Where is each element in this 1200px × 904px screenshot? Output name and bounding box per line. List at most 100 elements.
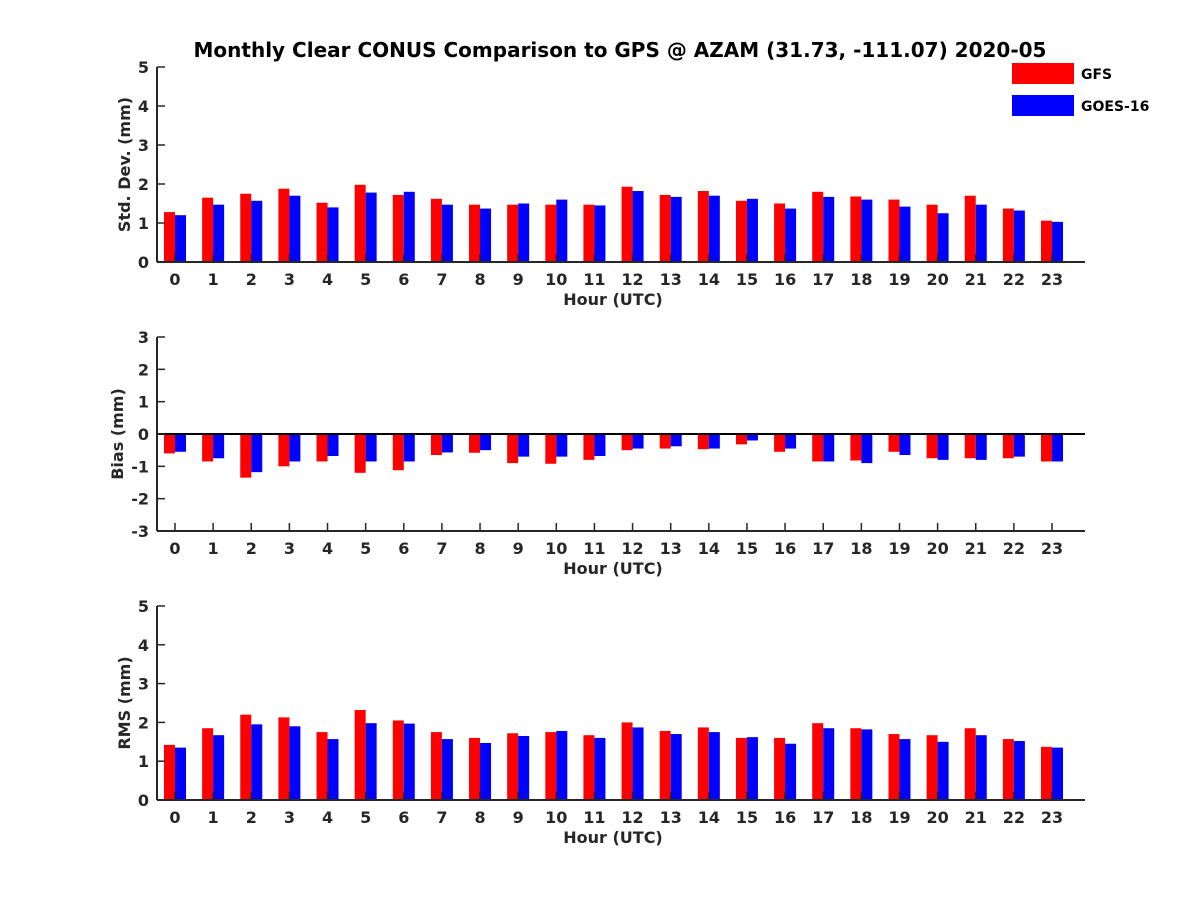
x-tick-label: 2 — [246, 808, 257, 827]
bar-goes-16-hour-18 — [861, 434, 873, 464]
bar-gfs-hour-4 — [316, 202, 328, 262]
bar-goes-16-hour-14 — [708, 732, 720, 800]
bar-goes-16-hour-8 — [480, 208, 492, 262]
x-tick-label: 19 — [888, 808, 910, 827]
bar-gfs-hour-15 — [735, 200, 747, 262]
bar-gfs-hour-12 — [621, 186, 633, 262]
x-tick-label: 4 — [322, 539, 333, 558]
x-tick-label: 9 — [513, 539, 524, 558]
x-tick-label: 5 — [360, 270, 371, 289]
bar-goes-16-hour-21 — [975, 434, 987, 460]
bar-gfs-hour-4 — [316, 434, 328, 462]
x-tick-label: 7 — [436, 539, 447, 558]
chart-legend: GFS GOES-16 — [1012, 63, 1149, 116]
bar-gfs-hour-22 — [1002, 434, 1014, 459]
bar-goes-16-hour-19 — [899, 434, 911, 456]
bar-gfs-hour-17 — [812, 191, 824, 262]
x-tick-label: 9 — [513, 270, 524, 289]
bar-goes-16-hour-22 — [1013, 741, 1025, 800]
bar-gfs-hour-16 — [774, 737, 786, 800]
bar-goes-16-hour-9 — [518, 735, 530, 800]
y-tick-label: 2 — [138, 713, 149, 732]
bar-gfs-hour-14 — [697, 191, 709, 262]
bar-gfs-hour-0 — [164, 744, 175, 800]
bar-goes-16-hour-10 — [556, 730, 568, 800]
x-tick-label: 21 — [965, 270, 987, 289]
bar-goes-16-hour-8 — [480, 434, 492, 451]
x-tick-label: 21 — [965, 808, 987, 827]
bar-gfs-hour-16 — [774, 203, 786, 262]
x-tick-label: 10 — [545, 808, 567, 827]
bar-gfs-hour-23 — [1041, 746, 1052, 800]
y-tick-label: -2 — [131, 490, 149, 509]
y-tick-label: 3 — [138, 136, 149, 155]
x-tick-label: 4 — [322, 270, 333, 289]
bar-goes-16-hour-19 — [899, 206, 911, 262]
bar-goes-16-hour-7 — [441, 434, 453, 453]
x-tick-label: 20 — [926, 270, 948, 289]
bar-goes-16-hour-17 — [823, 196, 835, 262]
bar-gfs-hour-13 — [659, 730, 671, 800]
bar-gfs-hour-9 — [507, 434, 519, 464]
x-tick-label: 12 — [621, 539, 643, 558]
x-tick-label: 6 — [398, 808, 409, 827]
x-tick-label: 16 — [774, 808, 796, 827]
bar-gfs-hour-3 — [278, 434, 290, 467]
bar-gfs-hour-17 — [812, 723, 824, 800]
x-axis-title: Hour (UTC) — [563, 559, 663, 578]
x-tick-label: 3 — [284, 539, 295, 558]
bar-goes-16-hour-2 — [251, 724, 263, 800]
y-tick-label: 1 — [138, 752, 149, 771]
bar-gfs-hour-11 — [583, 735, 595, 800]
bar-goes-16-hour-18 — [861, 199, 873, 262]
y-tick-label: -1 — [131, 457, 149, 476]
bar-goes-16-hour-17 — [823, 728, 835, 800]
y-tick-label: 3 — [138, 328, 149, 347]
bar-gfs-hour-19 — [888, 434, 900, 452]
x-tick-label: 2 — [246, 270, 257, 289]
bar-goes-16-hour-6 — [403, 191, 415, 262]
bar-goes-16-hour-5 — [365, 192, 377, 262]
bar-goes-16-hour-13 — [670, 734, 682, 800]
x-tick-label: 2 — [246, 539, 257, 558]
bar-gfs-hour-1 — [202, 728, 214, 800]
y-tick-label: 4 — [138, 636, 149, 655]
bar-gfs-hour-7 — [430, 198, 442, 262]
bar-gfs-hour-20 — [926, 204, 938, 262]
bar-goes-16-hour-1 — [213, 434, 225, 459]
bar-goes-16-hour-13 — [670, 434, 682, 447]
bar-gfs-hour-23 — [1041, 220, 1052, 262]
bar-goes-16-hour-9 — [518, 203, 530, 262]
bar-goes-16-hour-20 — [937, 434, 949, 460]
y-tick-label: 1 — [138, 214, 149, 233]
x-tick-label: 16 — [774, 539, 796, 558]
bar-goes-16-hour-7 — [441, 739, 453, 800]
bar-gfs-hour-13 — [659, 434, 671, 449]
bar-gfs-hour-6 — [392, 194, 404, 262]
y-tick-label: 2 — [138, 175, 149, 194]
y-tick-label: 2 — [138, 360, 149, 379]
bar-gfs-hour-9 — [507, 733, 519, 800]
x-tick-label: 5 — [360, 808, 371, 827]
x-tick-label: 22 — [1003, 808, 1025, 827]
bar-goes-16-hour-21 — [975, 735, 987, 800]
bar-goes-16-hour-23 — [1052, 221, 1063, 262]
bar-gfs-hour-13 — [659, 194, 671, 262]
bar-gfs-hour-4 — [316, 732, 328, 800]
bar-goes-16-hour-10 — [556, 199, 568, 262]
bar-goes-16-hour-14 — [708, 195, 720, 262]
legend-label-gfs: GFS — [1081, 67, 1112, 83]
bar-goes-16-hour-19 — [899, 739, 911, 800]
x-tick-label: 5 — [360, 539, 371, 558]
bar-goes-16-hour-9 — [518, 434, 530, 457]
bar-goes-16-hour-18 — [861, 729, 873, 800]
bar-gfs-hour-14 — [697, 434, 709, 450]
bar-goes-16-hour-14 — [708, 434, 720, 449]
x-tick-label: 0 — [169, 539, 180, 558]
bar-goes-16-hour-11 — [594, 737, 606, 800]
bar-gfs-hour-3 — [278, 717, 290, 800]
bar-gfs-hour-7 — [430, 732, 442, 800]
legend-swatch-gfs — [1012, 63, 1074, 84]
